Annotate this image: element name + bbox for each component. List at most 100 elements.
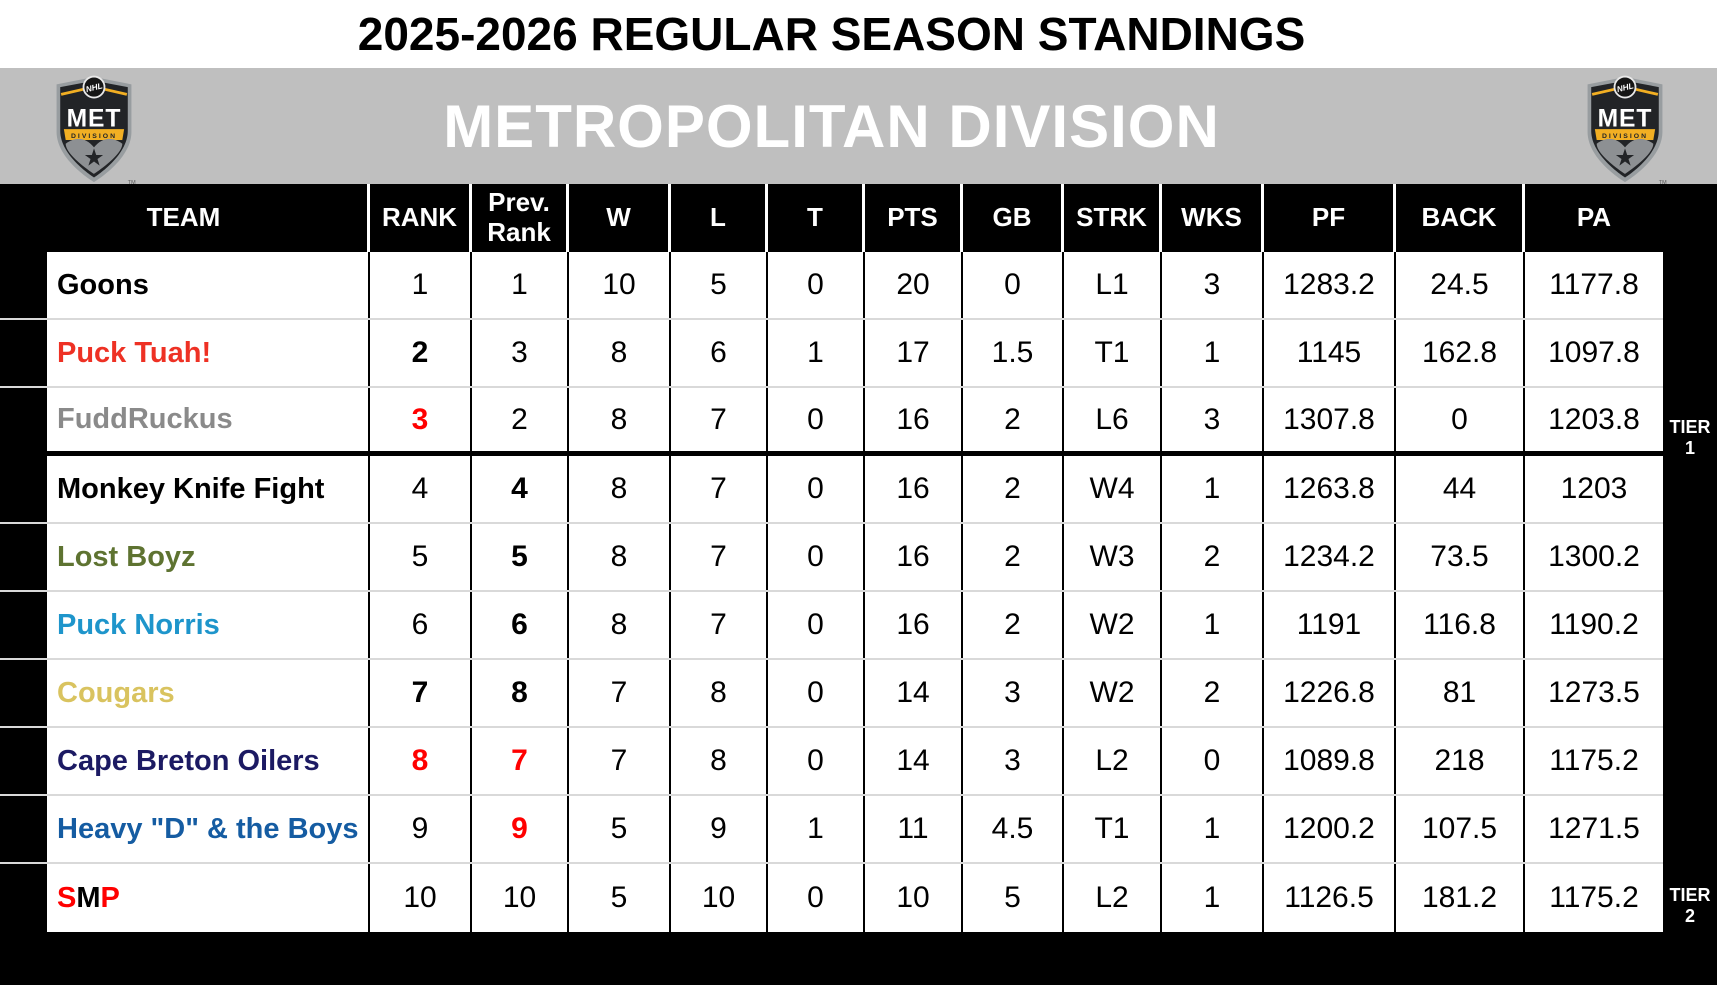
team-cell: Cougars — [47, 660, 370, 726]
cell-t: 0 — [768, 592, 865, 658]
title-bar: 2025-2026 REGULAR SEASON STANDINGS — [0, 0, 1717, 68]
svg-text:★: ★ — [83, 144, 104, 172]
cell-back: 24.5 — [1396, 252, 1525, 318]
cell-back: 218 — [1396, 728, 1525, 794]
cell-strk: W2 — [1064, 660, 1162, 726]
cell-pa: 1271.5 — [1525, 796, 1663, 862]
met-division-logo-icon: MET DIVISION ★ NHL TM — [1583, 73, 1667, 187]
team-name: SMP — [57, 882, 120, 915]
cell-w: 5 — [569, 864, 671, 932]
cell-pts: 10 — [865, 864, 963, 932]
cell-wks: 1 — [1162, 864, 1264, 932]
tier-1-label: TIER 1 — [1663, 417, 1717, 459]
svg-text:★: ★ — [1614, 144, 1635, 172]
cell-gb: 2 — [963, 456, 1064, 522]
standings-table-main: TEAM RANK Prev. Rank W L T PTS GB STRK WKS PF BACK P… — [0, 184, 1663, 932]
cell-pf: 1234.2 — [1264, 524, 1396, 590]
row-left-border — [0, 660, 47, 726]
row-left-border — [0, 864, 47, 932]
cell-rank: 2 — [370, 320, 472, 386]
standings-table: TEAM RANK Prev. Rank W L T PTS GB STRK WKS PF BACK P… — [0, 184, 1717, 932]
cell-l: 6 — [671, 320, 768, 386]
row-left-border — [0, 796, 47, 862]
cell-w: 8 — [569, 592, 671, 658]
cell-l: 5 — [671, 252, 768, 318]
cell-pa: 1203 — [1525, 456, 1663, 522]
team-cell: FuddRuckus — [47, 388, 370, 451]
cell-wks: 2 — [1162, 660, 1264, 726]
cell-prev: 5 — [472, 524, 569, 590]
cell-t: 1 — [768, 320, 865, 386]
page-title: 2025-2026 REGULAR SEASON STANDINGS — [357, 8, 1306, 60]
tier-2-label-line2: 2 — [1684, 905, 1695, 926]
division-title: METROPOLITAN DIVISION — [443, 92, 1220, 160]
cell-gb: 2 — [963, 592, 1064, 658]
cell-rank: 9 — [370, 796, 472, 862]
cell-t: 1 — [768, 796, 865, 862]
table-row: SMP 10 10 5 10 0 10 5 L2 1 1126.5 181.2 1175.2 — [0, 864, 1663, 932]
cell-back: 0 — [1396, 388, 1525, 451]
cell-strk: L2 — [1064, 728, 1162, 794]
column-header-strk: STRK — [1064, 184, 1162, 252]
cell-t: 0 — [768, 660, 865, 726]
cell-gb: 2 — [963, 524, 1064, 590]
column-header-prev: Prev. Rank — [472, 184, 569, 252]
team-name: Cougars — [57, 676, 175, 709]
cell-w: 8 — [569, 524, 671, 590]
cell-strk: L2 — [1064, 864, 1162, 932]
tier-1-label-line1: TIER — [1669, 417, 1711, 437]
cell-strk: L1 — [1064, 252, 1162, 318]
cell-wks: 1 — [1162, 320, 1264, 386]
cell-rank: 1 — [370, 252, 472, 318]
cell-pts: 16 — [865, 456, 963, 522]
cell-wks: 3 — [1162, 252, 1264, 318]
cell-pa: 1175.2 — [1525, 864, 1663, 932]
svg-text:DIVISION: DIVISION — [1602, 133, 1648, 140]
table-row: Heavy "D" & the Boys 9 9 5 9 1 11 4.5 T1 1 1200.2 1… — [0, 796, 1663, 864]
row-left-border — [0, 524, 47, 590]
table-row: FuddRuckus 3 2 8 7 0 16 2 L6 3 1307.8 0 1203.8 — [0, 388, 1663, 456]
cell-gb: 3 — [963, 728, 1064, 794]
table-row: Cougars 7 8 7 8 0 14 3 W2 2 1226.8 81 1273.5 — [0, 660, 1663, 728]
cell-back: 107.5 — [1396, 796, 1525, 862]
cell-pts: 11 — [865, 796, 963, 862]
row-left-border — [0, 388, 47, 451]
svg-text:DIVISION: DIVISION — [71, 133, 117, 140]
cell-rank: 7 — [370, 660, 472, 726]
team-cell: Cape Breton Oilers — [47, 728, 370, 794]
cell-w: 10 — [569, 252, 671, 318]
cell-pf: 1283.2 — [1264, 252, 1396, 318]
column-header-pts: PTS — [865, 184, 963, 252]
cell-pa: 1203.8 — [1525, 388, 1663, 451]
cell-pa: 1097.8 — [1525, 320, 1663, 386]
cell-rank: 8 — [370, 728, 472, 794]
cell-pa: 1273.5 — [1525, 660, 1663, 726]
cell-rank: 10 — [370, 864, 472, 932]
table-row: Monkey Knife Fight 4 4 8 7 0 16 2 W4 1 1263.8 44 120… — [0, 456, 1663, 524]
cell-prev: 2 — [472, 388, 569, 451]
cell-l: 7 — [671, 388, 768, 451]
column-header-pa: PA — [1525, 184, 1663, 252]
column-header-gb: GB — [963, 184, 1064, 252]
cell-gb: 5 — [963, 864, 1064, 932]
team-cell: Puck Tuah! — [47, 320, 370, 386]
cell-pts: 14 — [865, 728, 963, 794]
cell-t: 0 — [768, 864, 865, 932]
cell-wks: 1 — [1162, 796, 1264, 862]
team-name: Puck Tuah! — [57, 336, 212, 369]
team-cell: Goons — [47, 252, 370, 318]
table-row: Goons 1 1 10 5 0 20 0 L1 3 1283.2 24.5 1177.8 — [0, 252, 1663, 320]
cell-t: 0 — [768, 456, 865, 522]
met-division-logo-icon: MET DIVISION ★ NHL TM — [52, 73, 136, 187]
table-row: Lost Boyz 5 5 8 7 0 16 2 W3 2 1234.2 73.5 1300.2 — [0, 524, 1663, 592]
team-name: Cape Breton Oilers — [57, 744, 320, 777]
cell-rank: 5 — [370, 524, 472, 590]
cell-strk: T1 — [1064, 796, 1162, 862]
cell-strk: T1 — [1064, 320, 1162, 386]
cell-pts: 17 — [865, 320, 963, 386]
cell-gb: 3 — [963, 660, 1064, 726]
svg-text:NHL: NHL — [85, 81, 104, 94]
svg-text:TM: TM — [1659, 180, 1667, 186]
column-header-w: W — [569, 184, 671, 252]
